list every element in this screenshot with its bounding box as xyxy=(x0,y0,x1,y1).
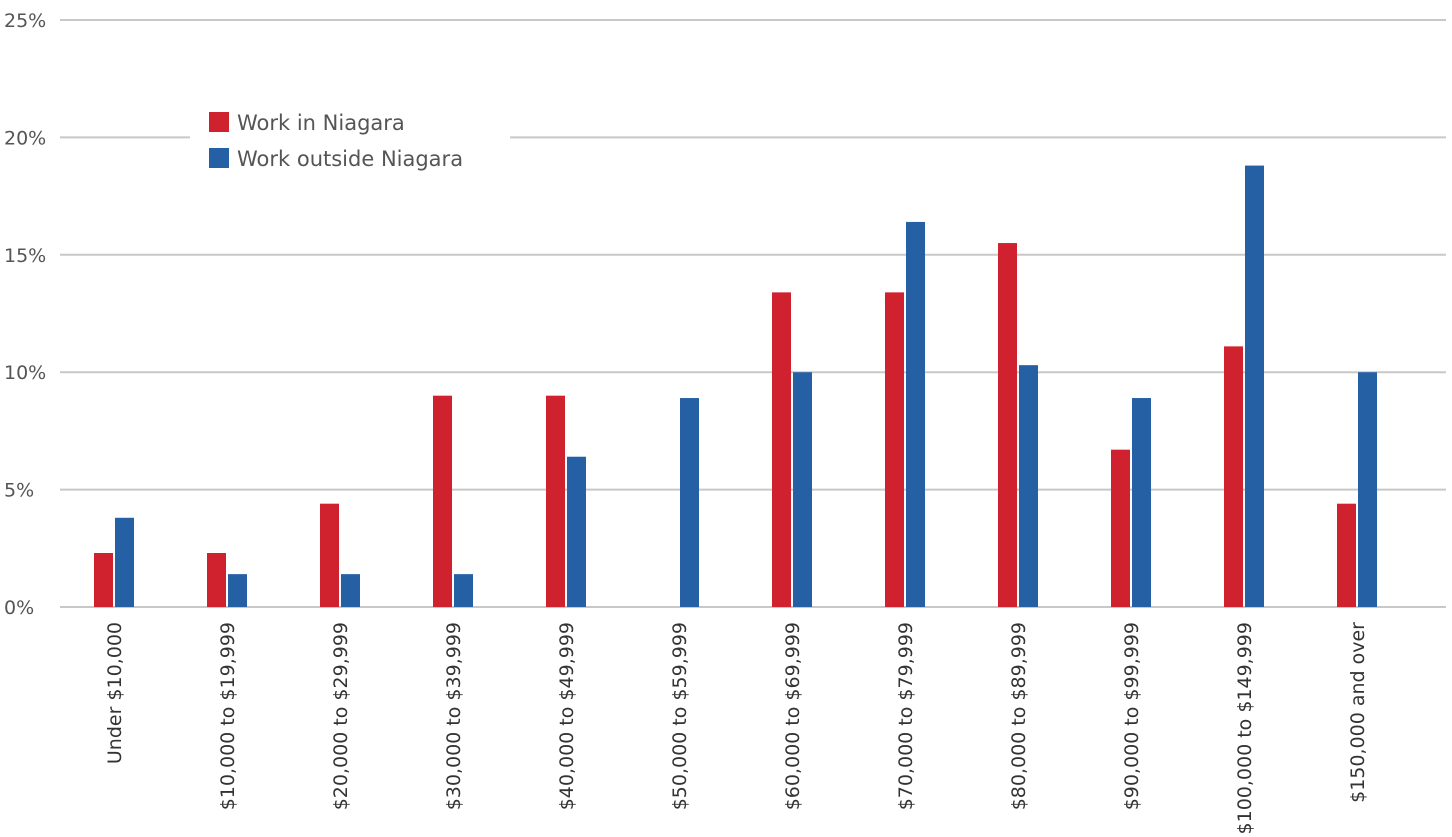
bar-work-outside-niagara xyxy=(680,398,699,607)
legend-label-work-in-niagara: Work in Niagara xyxy=(237,111,405,135)
bar-work-in-niagara xyxy=(94,552,113,607)
bar-work-outside-niagara xyxy=(454,574,473,607)
bar-work-in-niagara xyxy=(546,395,565,607)
bar-work-in-niagara xyxy=(207,552,226,607)
bar-work-in-niagara xyxy=(1111,449,1130,607)
bar-work-outside-niagara xyxy=(793,372,812,607)
x-category-label: $20,000 to $29,999 xyxy=(330,622,352,810)
bar-work-outside-niagara xyxy=(1358,372,1377,607)
y-tick-label: 25% xyxy=(4,10,46,32)
bar-work-outside-niagara xyxy=(906,221,925,608)
legend-label-work-outside-niagara: Work outside Niagara xyxy=(237,147,463,171)
bar-work-outside-niagara xyxy=(1019,365,1038,607)
legend-swatch-work-outside-niagara xyxy=(209,148,229,168)
y-tick-label: 0% xyxy=(4,597,34,619)
x-category-label: $80,000 to $89,999 xyxy=(1008,622,1030,810)
x-category-label: $60,000 to $69,999 xyxy=(782,622,804,810)
y-tick-label: 20% xyxy=(4,127,46,149)
x-category-label: $90,000 to $99,999 xyxy=(1121,622,1143,810)
bar-work-outside-niagara xyxy=(341,574,360,607)
x-category-label: $50,000 to $59,999 xyxy=(669,622,691,810)
bar-work-outside-niagara xyxy=(228,574,247,607)
bar-work-in-niagara xyxy=(433,395,452,607)
y-tick-label: 5% xyxy=(4,480,34,502)
y-axis-tick-labels: 0% 5% 10% 15% 20% 25% xyxy=(4,10,46,619)
bars xyxy=(94,165,1377,608)
y-tick-label: 10% xyxy=(4,362,46,384)
x-category-label: $70,000 to $79,999 xyxy=(895,622,917,810)
bar-work-outside-niagara xyxy=(1132,398,1151,607)
y-tick-label: 15% xyxy=(4,245,46,267)
x-category-label: $40,000 to $49,999 xyxy=(556,622,578,810)
bar-work-outside-niagara xyxy=(1245,165,1264,608)
bar-work-in-niagara xyxy=(1224,346,1243,607)
bar-work-outside-niagara xyxy=(567,456,586,607)
legend: Work in Niagara Work outside Niagara xyxy=(190,98,510,186)
x-category-label: $30,000 to $39,999 xyxy=(443,622,465,810)
bar-work-in-niagara xyxy=(772,292,791,607)
x-category-label: Under $10,000 xyxy=(104,622,126,764)
bar-work-in-niagara xyxy=(998,243,1017,607)
bar-work-in-niagara xyxy=(1337,503,1356,607)
legend-swatch-work-in-niagara xyxy=(209,112,229,132)
x-category-label: $150,000 and over xyxy=(1347,622,1369,803)
bar-work-in-niagara xyxy=(320,503,339,607)
legend-background xyxy=(190,98,510,186)
x-category-label: $100,000 to $149,999 xyxy=(1234,622,1256,834)
x-axis-category-labels: Under $10,000 $10,000 to $19,999 $20,000 t… xyxy=(104,622,1369,835)
x-category-label: $10,000 to $19,999 xyxy=(217,622,239,810)
bar-work-outside-niagara xyxy=(115,517,134,607)
bar-work-in-niagara xyxy=(885,292,904,607)
